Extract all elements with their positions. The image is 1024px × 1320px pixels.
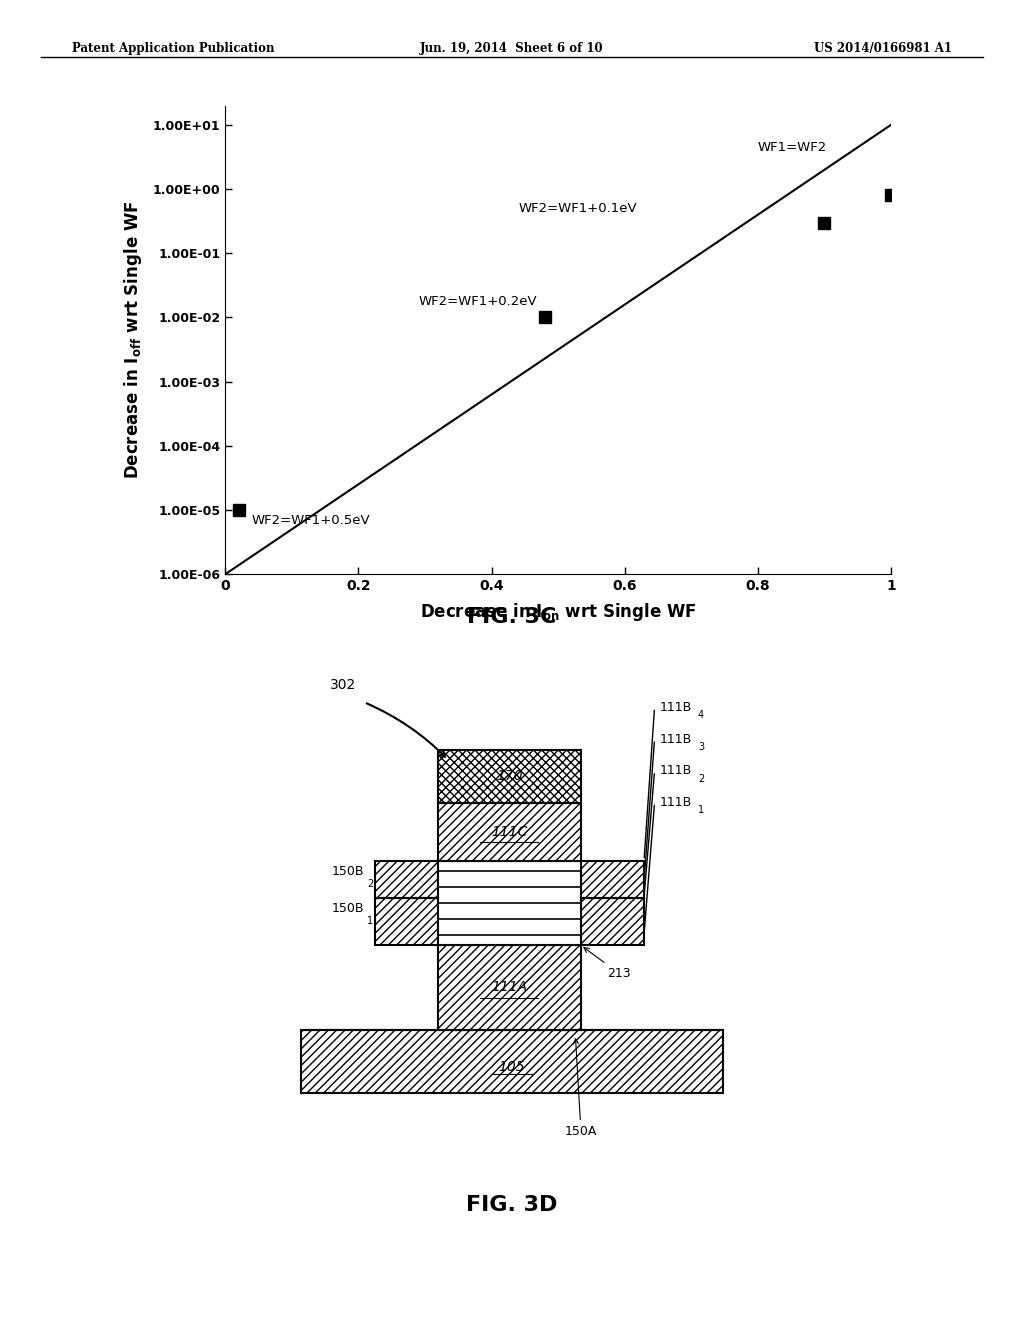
Text: 111A: 111A bbox=[492, 981, 527, 994]
Text: 213: 213 bbox=[584, 948, 631, 979]
Text: 170: 170 bbox=[496, 770, 522, 783]
Y-axis label: Decrease in $\mathbf{I_{off}}$ wrt Single WF: Decrease in $\mathbf{I_{off}}$ wrt Singl… bbox=[123, 201, 144, 479]
Bar bbox=[581, 861, 644, 898]
Text: WF2=WF1+0.1eV: WF2=WF1+0.1eV bbox=[518, 202, 637, 215]
Text: 111B: 111B bbox=[659, 764, 692, 777]
Text: 3: 3 bbox=[698, 742, 703, 752]
Bar bbox=[438, 861, 581, 945]
Text: WF2=WF1+0.5eV: WF2=WF1+0.5eV bbox=[252, 513, 371, 527]
Text: Jun. 19, 2014  Sheet 6 of 10: Jun. 19, 2014 Sheet 6 of 10 bbox=[420, 42, 604, 55]
Bar bbox=[301, 1030, 723, 1093]
Text: 150B: 150B bbox=[332, 902, 365, 915]
Text: 111B: 111B bbox=[659, 796, 692, 809]
Text: 2: 2 bbox=[698, 774, 705, 784]
Bar bbox=[438, 803, 581, 861]
Text: 150A: 150A bbox=[565, 1039, 597, 1138]
Text: Patent Application Publication: Patent Application Publication bbox=[72, 42, 274, 55]
Bar bbox=[438, 945, 581, 1030]
Text: 1: 1 bbox=[698, 805, 703, 816]
Bar bbox=[375, 898, 438, 945]
Text: 111C: 111C bbox=[492, 825, 527, 838]
Text: FIG. 3D: FIG. 3D bbox=[466, 1195, 558, 1214]
Text: 302: 302 bbox=[330, 677, 356, 692]
Text: 111B: 111B bbox=[659, 701, 692, 714]
Text: US 2014/0166981 A1: US 2014/0166981 A1 bbox=[814, 42, 952, 55]
Text: 111B: 111B bbox=[659, 733, 692, 746]
Text: 1: 1 bbox=[367, 916, 373, 927]
Text: 2: 2 bbox=[367, 879, 373, 890]
Text: WF2=WF1+0.2eV: WF2=WF1+0.2eV bbox=[418, 296, 537, 308]
Text: 4: 4 bbox=[698, 710, 703, 721]
Text: 105: 105 bbox=[499, 1060, 525, 1073]
Text: FIG. 3C: FIG. 3C bbox=[467, 607, 557, 627]
Bar bbox=[375, 861, 438, 898]
X-axis label: Decrease in $\mathbf{I_{on}}$ wrt Single WF: Decrease in $\mathbf{I_{on}}$ wrt Single… bbox=[420, 602, 696, 623]
Bar bbox=[438, 750, 581, 803]
Text: 150B: 150B bbox=[332, 865, 365, 878]
Text: WF1=WF2: WF1=WF2 bbox=[758, 141, 827, 154]
Bar bbox=[581, 898, 644, 945]
